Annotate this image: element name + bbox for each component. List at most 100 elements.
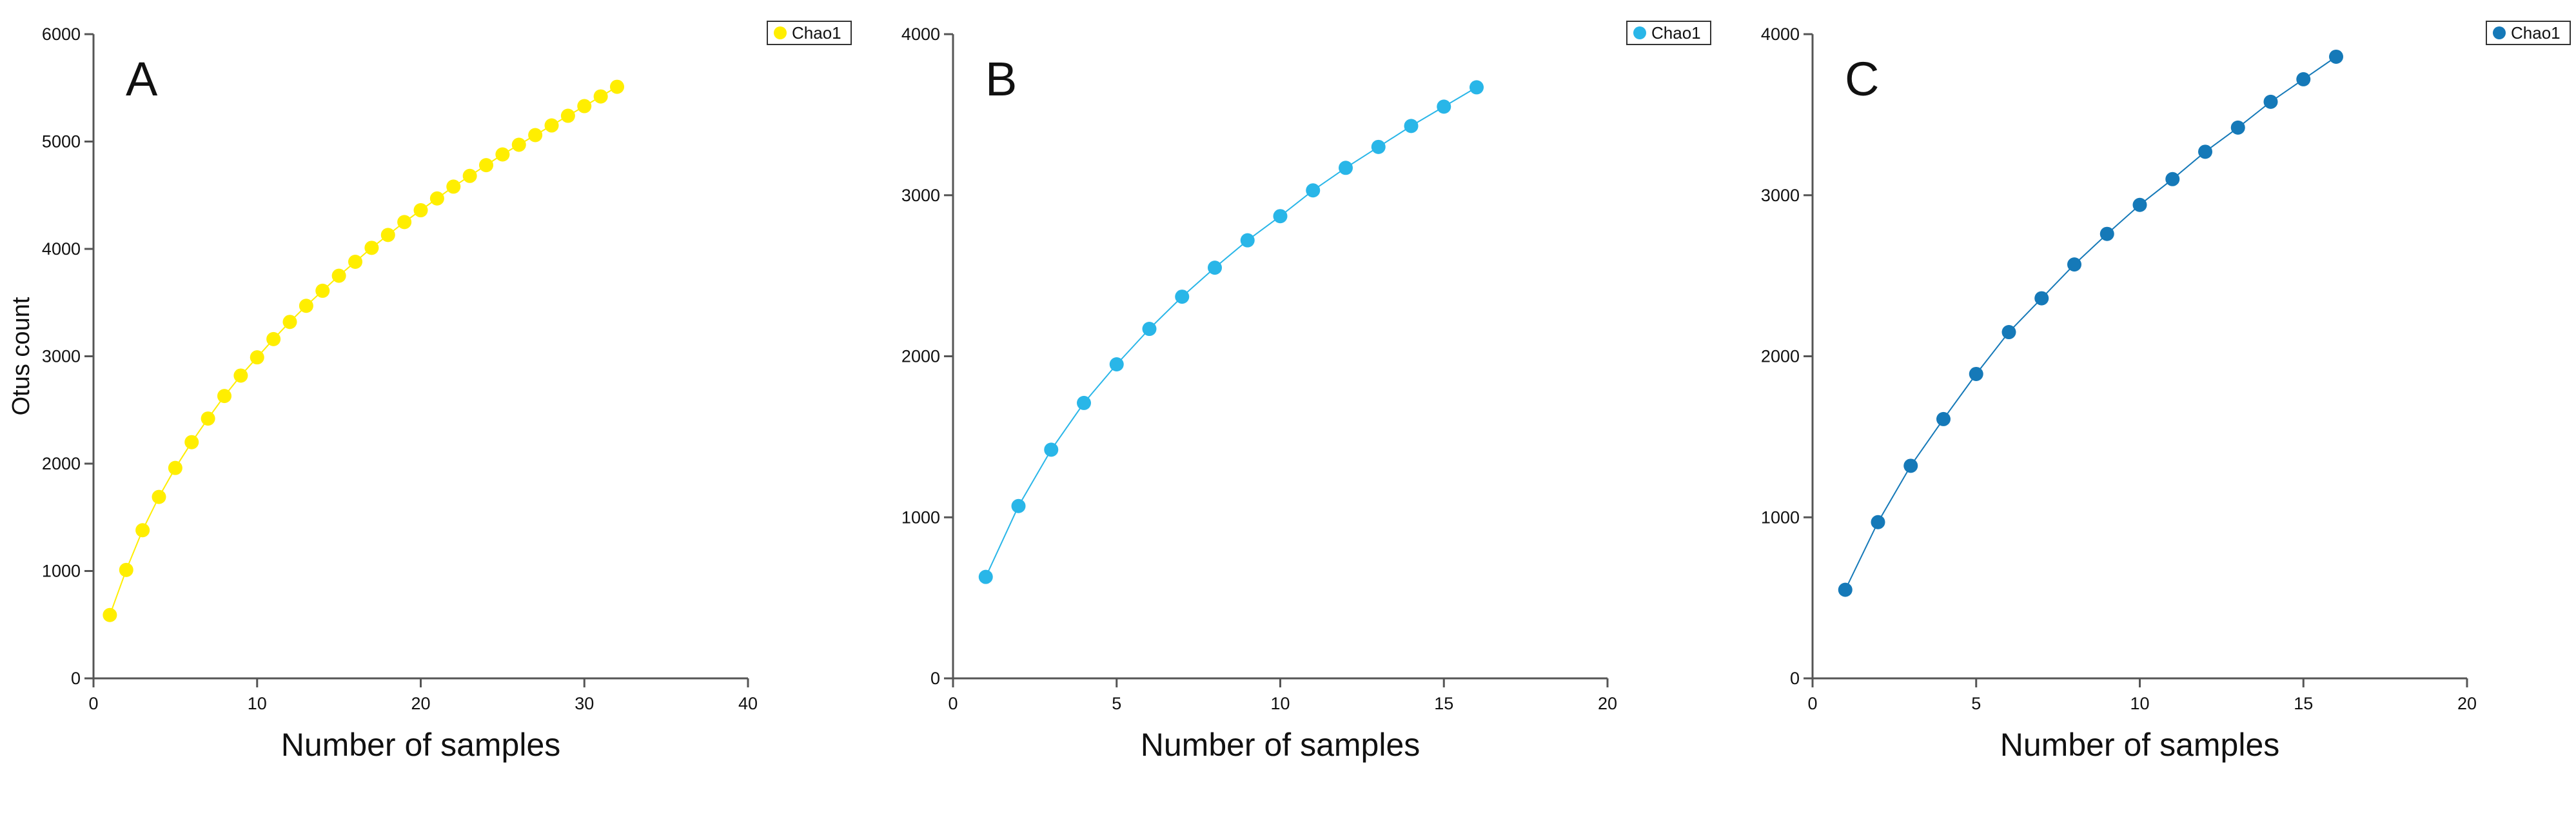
x-tick-label: 15 bbox=[1434, 694, 1453, 713]
x-tick-label: 10 bbox=[1270, 694, 1290, 713]
data-point bbox=[1273, 209, 1288, 224]
data-point bbox=[152, 489, 166, 504]
data-point bbox=[978, 569, 993, 584]
data-point bbox=[1903, 458, 1918, 473]
y-tick-label: 6000 bbox=[42, 25, 81, 44]
y-tick-label: 1000 bbox=[1761, 507, 1800, 527]
data-point bbox=[380, 228, 395, 242]
data-point bbox=[1404, 119, 1419, 133]
data-point bbox=[364, 241, 379, 255]
x-tick-label: 20 bbox=[2457, 694, 2477, 713]
panel-label: A bbox=[126, 52, 158, 106]
x-tick-label: 20 bbox=[1598, 694, 1617, 713]
data-point bbox=[2165, 172, 2180, 186]
data-point bbox=[1936, 411, 1951, 426]
data-point bbox=[1175, 290, 1190, 304]
y-tick-label: 4000 bbox=[1761, 25, 1800, 44]
data-point bbox=[201, 411, 215, 426]
data-point bbox=[1437, 99, 1451, 114]
data-point bbox=[560, 108, 575, 123]
x-tick-label: 10 bbox=[248, 694, 267, 713]
x-axis-title: Number of samples bbox=[1141, 727, 1421, 763]
data-point bbox=[1871, 515, 1885, 529]
y-tick-label: 2000 bbox=[901, 347, 940, 366]
y-tick-label: 2000 bbox=[42, 454, 81, 473]
panel-label: B bbox=[985, 52, 1017, 106]
data-point bbox=[495, 147, 510, 162]
data-point bbox=[577, 99, 592, 113]
data-point bbox=[610, 79, 624, 94]
y-tick-label: 4000 bbox=[42, 239, 81, 259]
y-tick-label: 0 bbox=[930, 669, 940, 688]
legend-marker bbox=[1633, 26, 1646, 39]
data-point bbox=[266, 331, 281, 346]
data-point bbox=[2067, 257, 2081, 272]
y-tick-label: 1000 bbox=[901, 507, 940, 527]
data-point bbox=[1011, 498, 1026, 513]
panel-label: C bbox=[1845, 52, 1879, 106]
legend-label: Chao1 bbox=[2511, 23, 2561, 43]
x-tick-label: 5 bbox=[1112, 694, 1121, 713]
x-tick-label: 30 bbox=[575, 694, 594, 713]
x-tick-label: 40 bbox=[738, 694, 758, 713]
data-point bbox=[446, 179, 461, 194]
y-tick-label: 5000 bbox=[42, 132, 81, 152]
data-point bbox=[168, 460, 182, 475]
legend: Chao1 bbox=[1626, 21, 1711, 45]
data-point bbox=[282, 315, 297, 330]
data-point bbox=[2001, 325, 2016, 340]
data-point bbox=[119, 562, 133, 577]
data-point bbox=[184, 435, 199, 449]
data-point bbox=[1838, 582, 1853, 597]
data-point bbox=[593, 89, 608, 104]
data-point bbox=[217, 389, 231, 404]
data-point bbox=[2230, 120, 2245, 135]
y-tick-label: 3000 bbox=[901, 186, 940, 205]
y-tick-label: 2000 bbox=[1761, 347, 1800, 366]
y-axis-title: Otus count bbox=[8, 297, 35, 415]
data-point bbox=[479, 158, 493, 173]
y-tick-label: 3000 bbox=[42, 347, 81, 366]
data-point bbox=[1208, 261, 1222, 275]
data-point bbox=[2263, 94, 2278, 109]
data-point bbox=[429, 191, 444, 206]
x-tick-label: 10 bbox=[2130, 694, 2149, 713]
data-point bbox=[233, 368, 248, 383]
data-point bbox=[299, 299, 313, 313]
x-tick-label: 15 bbox=[2294, 694, 2313, 713]
series-line-chao1 bbox=[985, 86, 1477, 578]
data-point bbox=[413, 203, 428, 218]
x-tick-label: 20 bbox=[411, 694, 430, 713]
data-point bbox=[528, 128, 543, 143]
data-point bbox=[1044, 442, 1059, 457]
data-point bbox=[2132, 197, 2147, 212]
y-tick-label: 4000 bbox=[901, 25, 940, 44]
x-tick-label: 0 bbox=[88, 694, 98, 713]
x-tick-label: 0 bbox=[948, 694, 958, 713]
data-point bbox=[2034, 291, 2049, 306]
data-point bbox=[2296, 72, 2311, 86]
y-tick-label: 0 bbox=[71, 669, 81, 688]
data-point bbox=[1077, 395, 1091, 410]
legend-label: Chao1 bbox=[792, 23, 841, 43]
legend-label: Chao1 bbox=[1651, 23, 1701, 43]
data-point bbox=[544, 118, 559, 133]
data-point bbox=[2099, 226, 2114, 241]
data-point bbox=[348, 254, 362, 269]
x-axis-title: Number of samples bbox=[281, 727, 561, 763]
series-line-chao1 bbox=[109, 86, 618, 616]
data-point bbox=[2198, 144, 2212, 159]
legend: Chao1 bbox=[2486, 21, 2571, 45]
data-point bbox=[2329, 49, 2343, 64]
data-point bbox=[462, 168, 477, 183]
data-point bbox=[135, 523, 150, 538]
chart-panel-c: 0 1000 2000 3000 4000 0 5 10 15 20 Number of sampl… bbox=[1761, 21, 2571, 763]
data-point bbox=[1470, 80, 1484, 95]
data-point bbox=[511, 137, 526, 152]
y-tick-label: 0 bbox=[1790, 669, 1800, 688]
data-point bbox=[315, 283, 330, 298]
x-axis-title: Number of samples bbox=[2000, 727, 2280, 763]
data-point bbox=[1142, 322, 1157, 337]
legend: Chao1 bbox=[767, 21, 852, 45]
